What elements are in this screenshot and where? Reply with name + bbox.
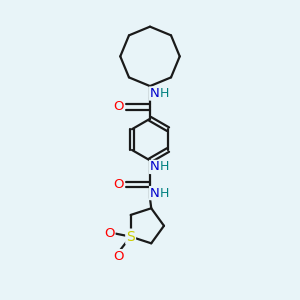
Text: O: O [104,227,115,240]
Text: S: S [126,230,135,244]
Text: O: O [113,100,124,113]
Text: O: O [113,250,124,263]
Text: N: N [150,187,159,200]
Text: O: O [113,178,124,191]
Text: H: H [160,87,170,100]
Text: N: N [150,87,159,100]
Text: H: H [160,160,170,173]
Text: H: H [160,187,170,200]
Text: N: N [150,160,159,173]
